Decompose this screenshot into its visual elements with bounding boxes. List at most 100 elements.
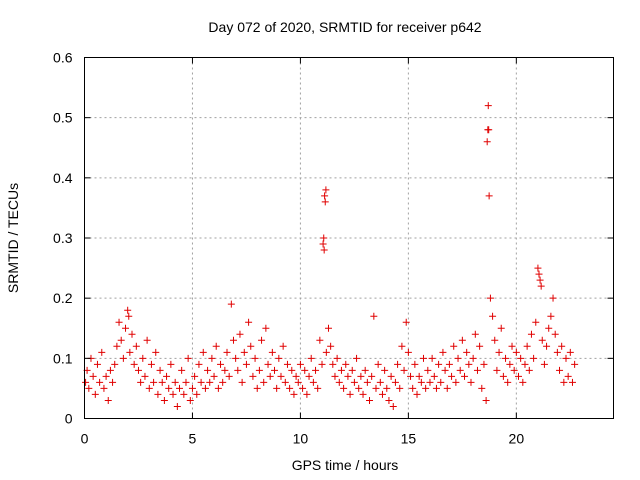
data-point — [217, 360, 225, 368]
data-point — [290, 390, 298, 398]
data-point — [115, 318, 123, 326]
data-point — [535, 270, 543, 278]
data-point — [476, 342, 484, 350]
data-point — [258, 336, 266, 344]
data-point — [312, 366, 320, 374]
data-point — [126, 348, 134, 356]
data-point — [385, 396, 393, 404]
data-point — [249, 372, 257, 380]
data-point — [508, 342, 516, 350]
data-point — [130, 360, 138, 368]
data-point — [89, 372, 97, 380]
data-point — [165, 384, 173, 392]
data-point — [324, 324, 332, 332]
data-point — [469, 354, 477, 362]
data-point — [540, 360, 548, 368]
data-point — [499, 372, 507, 380]
data-point — [227, 300, 235, 308]
data-point — [286, 384, 294, 392]
data-point — [82, 378, 90, 386]
data-point — [363, 378, 371, 386]
data-point — [430, 372, 438, 380]
data-point — [318, 360, 326, 368]
data-point — [441, 366, 449, 374]
y-tick-label: 0.6 — [53, 50, 73, 66]
data-point — [504, 378, 512, 386]
y-tick-label: 0 — [65, 411, 73, 427]
data-point — [558, 342, 566, 350]
grid — [84, 57, 614, 419]
data-point — [461, 372, 469, 380]
data-point — [141, 372, 149, 380]
data-point — [413, 390, 421, 398]
data-point — [517, 354, 525, 362]
data-point — [514, 372, 522, 380]
data-point — [182, 378, 190, 386]
data-point — [301, 366, 309, 374]
data-point — [268, 348, 276, 356]
data-point — [307, 354, 315, 362]
data-point — [387, 372, 395, 380]
x-tick-label: 5 — [189, 431, 197, 447]
data-point — [471, 330, 479, 338]
data-point — [193, 390, 201, 398]
data-point — [150, 378, 158, 386]
data-point — [124, 306, 132, 314]
data-point — [435, 360, 443, 368]
data-point — [137, 378, 145, 386]
data-point — [463, 348, 471, 356]
data-point — [411, 360, 419, 368]
y-tick-label: 0.4 — [53, 170, 73, 186]
data-point — [113, 342, 121, 350]
data-point — [96, 378, 104, 386]
data-point — [195, 360, 203, 368]
data-point — [456, 366, 464, 374]
data-point — [439, 348, 447, 356]
data-point — [264, 360, 272, 368]
data-point — [206, 378, 214, 386]
data-point — [437, 378, 445, 386]
data-point — [506, 360, 514, 368]
data-point — [454, 354, 462, 362]
data-point — [104, 396, 112, 404]
data-point — [485, 126, 493, 134]
data-point — [229, 336, 237, 344]
data-point — [368, 372, 376, 380]
data-point — [422, 384, 430, 392]
data-point — [169, 390, 177, 398]
data-point — [296, 360, 304, 368]
data-point — [253, 384, 261, 392]
data-point — [176, 384, 184, 392]
data-point — [450, 342, 458, 350]
x-tick-label: 15 — [401, 431, 417, 447]
data-point — [109, 378, 117, 386]
data-point — [117, 336, 125, 344]
data-point — [478, 384, 486, 392]
data-point — [417, 378, 425, 386]
data-point — [527, 330, 535, 338]
data-point — [497, 324, 505, 332]
data-point — [158, 378, 166, 386]
data-point — [480, 360, 488, 368]
data-point — [91, 390, 99, 398]
data-point — [128, 330, 136, 338]
data-point — [525, 366, 533, 374]
data-point — [553, 348, 561, 356]
data-point — [534, 264, 542, 272]
data-point — [163, 372, 171, 380]
data-point — [188, 384, 196, 392]
data-point — [266, 372, 274, 380]
data-point — [152, 348, 160, 356]
data-point — [327, 342, 335, 350]
data-point — [342, 360, 350, 368]
data-point — [398, 342, 406, 350]
x-axis-label: GPS time / hours — [292, 457, 399, 473]
data-point — [428, 354, 436, 362]
data-point — [519, 378, 527, 386]
data-point — [125, 312, 133, 320]
data-point — [322, 348, 330, 356]
data-point — [145, 384, 153, 392]
data-point — [549, 294, 557, 302]
data-point — [173, 402, 181, 410]
data-point — [111, 360, 119, 368]
